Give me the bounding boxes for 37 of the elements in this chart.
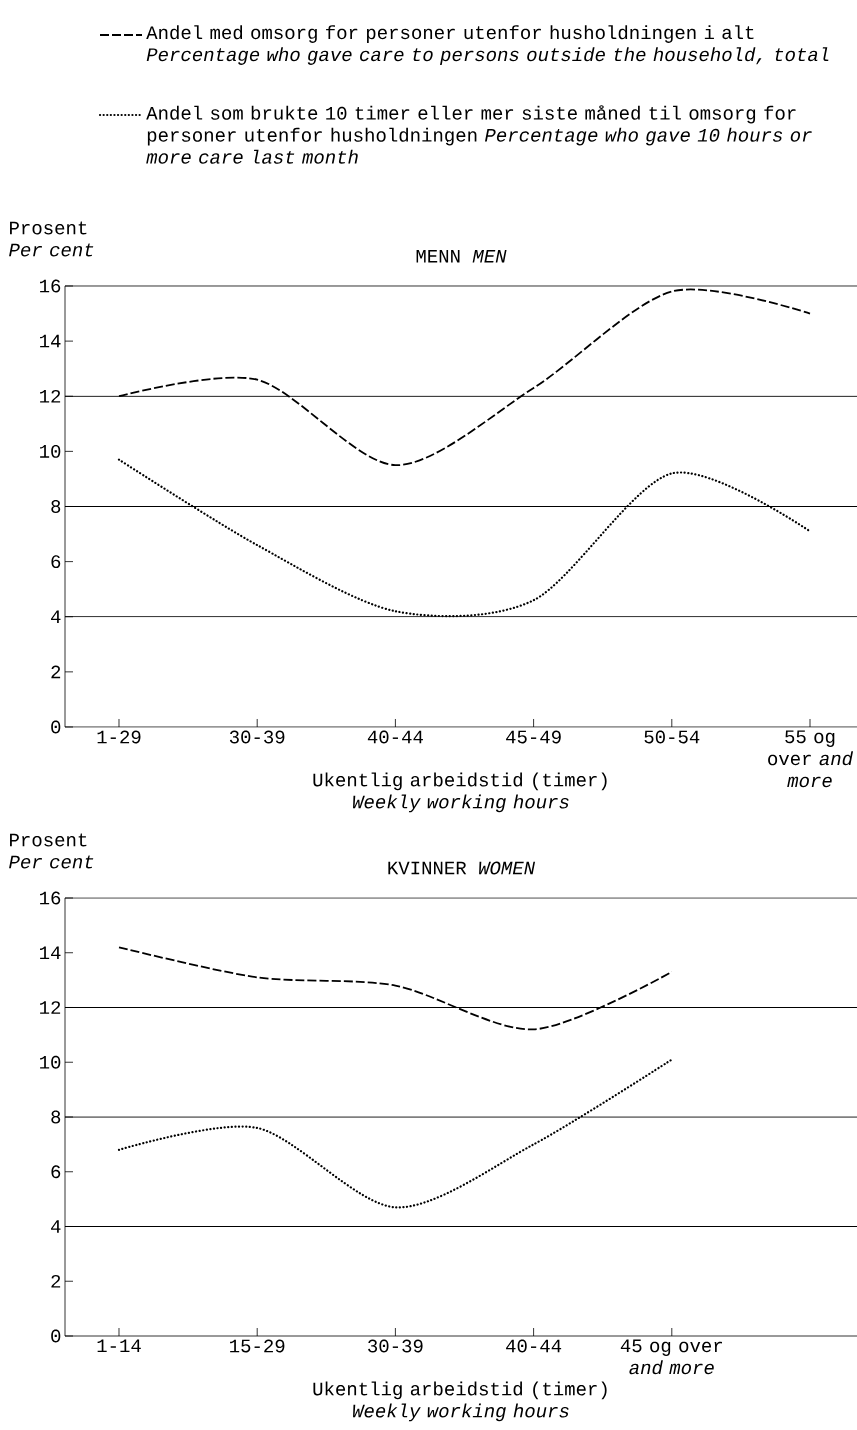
x-tick-label: 40-44 bbox=[367, 730, 423, 744]
x-axis-title: Ukentlig arbeidstid (timer) Weekly working hours bbox=[313, 772, 607, 813]
x-tick-label: 15-29 bbox=[230, 1339, 285, 1353]
y-tick-label: 4 bbox=[51, 610, 61, 623]
y-tick-label: 6 bbox=[51, 1165, 61, 1179]
chart-title: KVINNER WOMEN bbox=[388, 861, 536, 875]
y-tick-label: 14 bbox=[40, 946, 61, 960]
y-axis-title: Prosent Per cent bbox=[9, 221, 94, 257]
x-tick-label: 30-39 bbox=[368, 1339, 423, 1353]
y-tick-label: 4 bbox=[51, 1220, 61, 1233]
y-tick-label: 12 bbox=[40, 1001, 61, 1014]
y-tick-label: 8 bbox=[51, 1110, 61, 1124]
y-tick-label: 16 bbox=[40, 891, 61, 905]
y-tick-label: 8 bbox=[51, 500, 61, 513]
chart-title: MENN MEN bbox=[416, 249, 507, 263]
x-tick-label: 50-54 bbox=[644, 730, 700, 744]
x-tick-label: 1-29 bbox=[97, 730, 141, 744]
y-tick-label: 6 bbox=[51, 555, 61, 569]
y-tick-label: 0 bbox=[51, 1329, 61, 1343]
x-tick-label: 55 og over and more bbox=[768, 730, 854, 788]
legend-label: Andel med omsorg for personer utenfor husholdningen i alt Percentage who gave care to persons outside the household, total bbox=[146, 25, 829, 65]
x-tick-label: 1-14 bbox=[97, 1339, 141, 1353]
y-tick-label: 0 bbox=[51, 720, 61, 734]
x-tick-label: 45-49 bbox=[506, 730, 561, 744]
y-tick-label: 2 bbox=[51, 1274, 61, 1288]
y-tick-label: 14 bbox=[40, 334, 61, 348]
x-tick-label: 40-44 bbox=[506, 1339, 562, 1353]
y-axis-title: Prosent Per cent bbox=[9, 833, 94, 869]
x-tick-label: 45 og over and more bbox=[620, 1339, 723, 1375]
x-tick-label: 30-39 bbox=[229, 730, 285, 744]
y-tick-label: 10 bbox=[40, 444, 61, 458]
text: Andel som brukte 10 timer eller mer siste måned til omsorg for personer utenfor husholdningen Percentage who gave 10 hours or more care last month bbox=[146, 105, 812, 164]
y-tick-label: 12 bbox=[40, 389, 61, 403]
y-tick-label: 16 bbox=[40, 279, 61, 293]
y-tick-label: 2 bbox=[51, 665, 61, 679]
y-tick-label: 10 bbox=[40, 1055, 61, 1069]
x-axis-title: Ukentlig arbeidstid (timer) Weekly working hours bbox=[313, 1381, 607, 1422]
